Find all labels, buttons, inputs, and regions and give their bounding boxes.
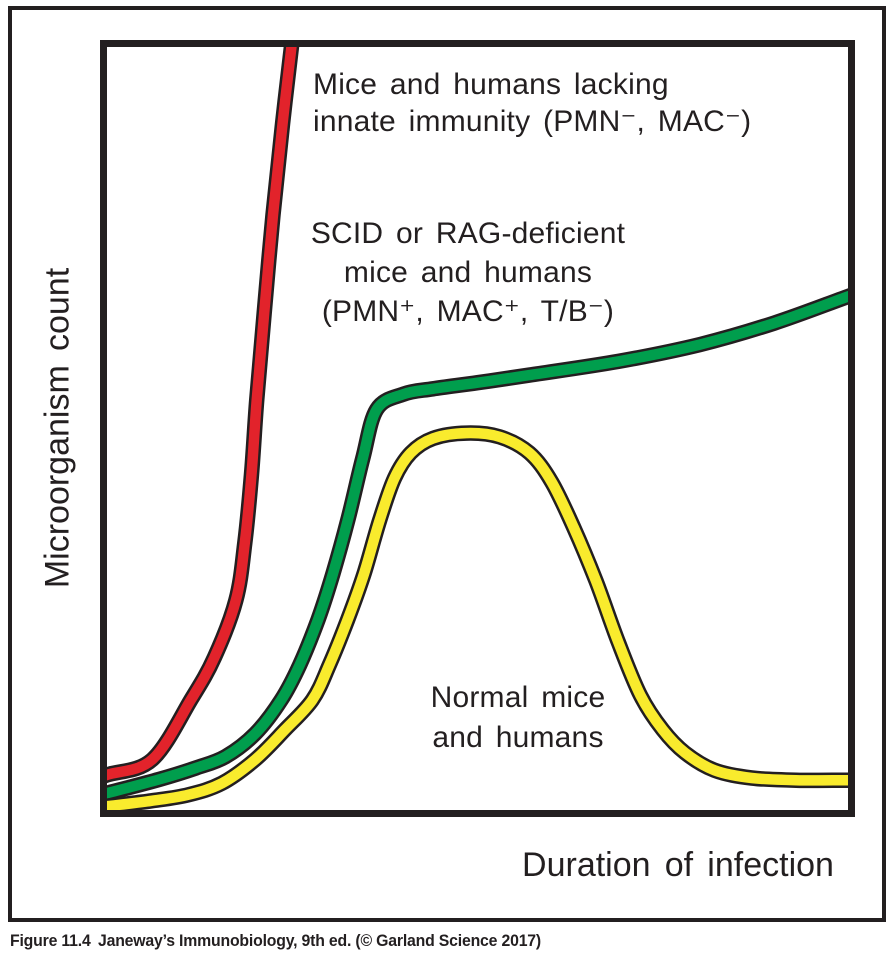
annotation-lacking-line2: innate immunity (PMN⁻, MAC⁻) <box>313 105 752 138</box>
y-axis-label: Microorganism count <box>38 267 77 589</box>
series-1-band <box>107 290 848 799</box>
curves-canvas <box>107 47 848 810</box>
infection-curves-svg <box>107 47 848 810</box>
series-0-band <box>107 47 297 781</box>
annotation-lacking-line1: Mice and humans lacking <box>313 68 669 101</box>
annotation-normal-line2: and humans <box>432 721 604 754</box>
x-axis-label: Duration of infection <box>522 846 834 884</box>
figure-caption: Figure 11.4 Janeway’s Immunobiology, 9th … <box>10 931 541 951</box>
series-2-band <box>107 427 848 810</box>
annotation-scid-line3: (PMN⁺, MAC⁺, T/B⁻) <box>321 295 615 328</box>
annotation-scid-line2: mice and humans <box>343 256 593 289</box>
annotation-lacking-innate: Mice and humans lacking innate immunity … <box>313 66 751 140</box>
annotation-scid-line1: SCID or RAG-deficient <box>310 217 626 250</box>
caption-figure-number: Figure 11.4 <box>10 931 91 950</box>
annotation-normal-line1: Normal mice <box>430 681 606 714</box>
annotation-normal: Normal mice and humans <box>418 678 618 758</box>
annotation-scid-rag: SCID or RAG-deficient mice and humans (P… <box>288 214 648 331</box>
caption-source-text: Janeway’s Immunobiology, 9th ed. (© Garl… <box>98 931 542 950</box>
